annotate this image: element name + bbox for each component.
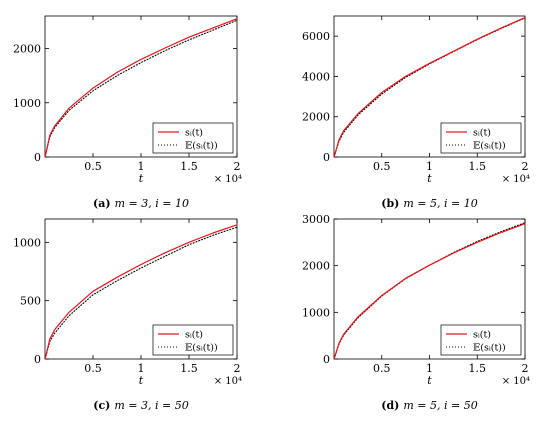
series-line-observed [333,223,526,360]
x-axis-label: t [139,374,144,387]
legend-box [152,324,234,356]
x-tick-label: 1.5 [469,362,487,375]
y-tick-label: 500 [20,295,41,308]
y-tick-label: 0 [34,353,41,366]
legend-box [440,324,522,356]
x-tick-label: 1.5 [180,362,198,375]
y-tick-label: 2000 [302,260,330,273]
legend-entry: 𝔼(sᵢ(t)) [473,343,506,354]
caption-text: m = 3, i = 50 [114,399,188,412]
x-tick-label: 1 [426,160,433,173]
legend-entry: 𝔼(sᵢ(t)) [185,141,218,152]
caption-letter: (a) [93,197,111,210]
x-tick-label: 2 [522,160,529,173]
series-line-expected [44,19,238,158]
x-axis-label: t [427,374,432,387]
y-tick-label: 6000 [302,30,330,43]
chart-panel-2: 0.5 1 1.5 2 0 500 1000 t × 10⁴ sᵢ(t) 𝔼(sᵢ(t)) (c) m … [13,218,242,412]
x-axis-label: t [427,172,432,185]
caption-text: m = 5, i = 50 [403,399,477,412]
x-scale-note: × 10⁴ [214,376,242,387]
legend-box [440,122,522,154]
series-line-observed [44,18,238,158]
legend-entry: sᵢ(t) [185,128,203,139]
chart-panel-3: 0.5 1 1.5 2 0 1000 2000 3000 t × 10⁴ sᵢ(t) 𝔼(sᵢ(t))… [302,213,530,412]
x-tick-label: 1.5 [180,160,198,173]
y-tick-label: 1000 [13,236,41,249]
series-line-observed [44,224,238,360]
x-scale-note: × 10⁴ [502,376,530,387]
caption-letter: (d) [381,399,399,412]
caption-text: m = 3, i = 10 [115,197,189,210]
series-line-observed [333,17,526,158]
chart-panel-0: 0.5 1 1.5 2 0 1000 2000 t × 10⁴ sᵢ(t) 𝔼(sᵢ(t)) (a) m… [13,15,242,210]
y-tick-label: 0 [323,353,330,366]
x-axis-label: t [139,172,144,185]
y-tick-label: 3000 [302,213,330,226]
x-scale-note: × 10⁴ [502,174,530,185]
y-tick-label: 1000 [302,306,330,319]
subfigure-caption: (b) m = 5, i = 10 [381,197,477,210]
caption-letter: (b) [381,197,399,210]
y-tick-label: 2000 [13,43,41,56]
legend-entry: sᵢ(t) [185,330,203,341]
series-line-expected [44,226,238,360]
legend-entry: 𝔼(sᵢ(t)) [185,343,218,354]
legend-box [152,122,234,154]
x-tick-label: 1.5 [469,160,487,173]
legend-entry: 𝔼(sᵢ(t)) [473,141,506,152]
x-tick-label: 1 [138,160,145,173]
x-tick-label: 2 [522,362,529,375]
y-tick-label: 0 [323,151,330,164]
x-tick-label: 1 [138,362,145,375]
x-tick-label: 1 [426,362,433,375]
caption-letter: (c) [93,399,110,412]
x-tick-label: 0.5 [373,160,391,173]
y-tick-label: 4000 [302,70,330,83]
x-tick-label: 0.5 [84,362,102,375]
subfigure-caption: (a) m = 3, i = 10 [93,197,189,210]
subfigure-caption: (d) m = 5, i = 50 [381,399,477,412]
legend-entry: sᵢ(t) [473,330,491,341]
y-tick-label: 2000 [302,111,330,124]
x-tick-label: 0.5 [373,362,391,375]
legend-entry: sᵢ(t) [473,128,491,139]
y-tick-label: 1000 [13,97,41,110]
x-scale-note: × 10⁴ [214,174,242,185]
caption-text: m = 5, i = 10 [403,197,477,210]
y-tick-label: 0 [34,151,41,164]
subfigure-caption: (c) m = 3, i = 50 [93,399,188,412]
chart-panel-1: 0.5 1 1.5 2 0 2000 4000 6000 t × 10⁴ sᵢ(t) 𝔼(sᵢ(t))… [302,15,530,210]
x-tick-label: 2 [234,362,241,375]
x-tick-label: 0.5 [84,160,102,173]
x-tick-label: 2 [234,160,241,173]
